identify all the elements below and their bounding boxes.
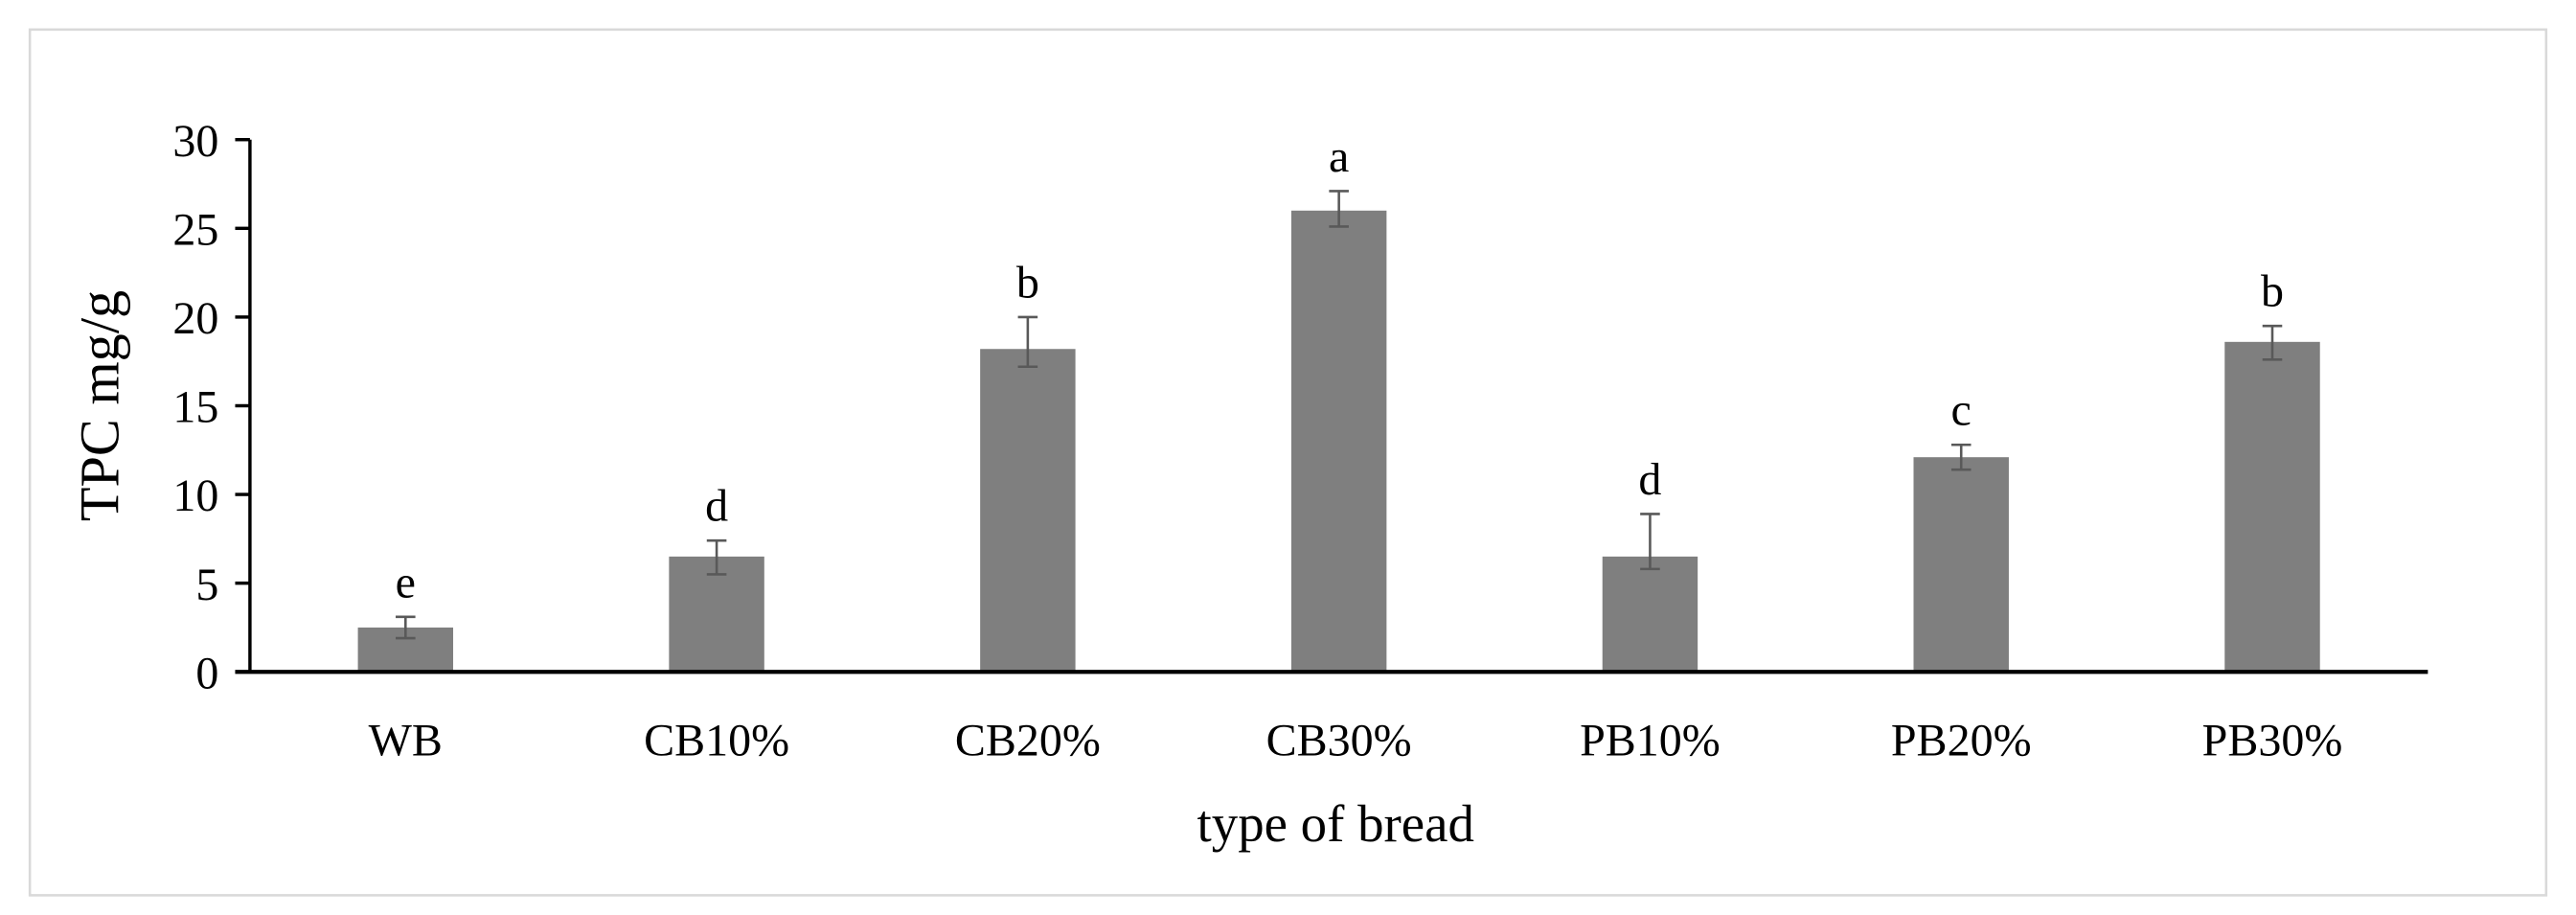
y-axis-title: TPC mg/g (69, 290, 131, 521)
significance-letter: d (1638, 454, 1661, 505)
x-tick-label: PB30% (2202, 716, 2343, 766)
y-tick-label: 25 (172, 204, 218, 255)
error-bar (2262, 324, 2283, 361)
bar-cb30pct (1290, 210, 1387, 673)
error-bar (1950, 443, 1972, 471)
x-tick-label: PB10% (1580, 716, 1721, 766)
x-tick-label: CB10% (644, 716, 789, 766)
error-bar (1329, 190, 1349, 228)
error-bar (1017, 315, 1038, 369)
x-tick-label: CB30% (1266, 716, 1412, 766)
significance-letter: b (2261, 266, 2284, 317)
chart-frame (28, 28, 2548, 897)
significance-letter: a (1329, 131, 1349, 182)
bar-pb30pct (2224, 341, 2320, 673)
y-tick-label: 15 (172, 382, 218, 433)
y-tick-label: 0 (195, 648, 218, 698)
x-axis-title: type of bread (1197, 794, 1474, 853)
error-bar (1640, 513, 1660, 571)
bar-pb10pct (1602, 556, 1698, 673)
significance-letter: d (705, 481, 728, 532)
x-tick-label: CB20% (955, 716, 1101, 766)
bar-pb20pct (1913, 457, 2009, 673)
significance-letter: e (396, 557, 416, 607)
significance-letter: b (1016, 257, 1039, 308)
x-tick-label: WB (369, 716, 443, 766)
error-bar (396, 615, 416, 640)
y-tick-label: 30 (172, 116, 218, 167)
y-tick-label: 20 (172, 293, 218, 344)
y-tick-label: 5 (195, 560, 218, 610)
bar-cb10pct (669, 556, 764, 673)
significance-letter: c (1951, 385, 1972, 436)
y-tick-label: 10 (172, 470, 218, 521)
error-bar (706, 538, 727, 576)
bar-cb20pct (980, 349, 1076, 673)
x-tick-label: PB20% (1891, 716, 2032, 766)
